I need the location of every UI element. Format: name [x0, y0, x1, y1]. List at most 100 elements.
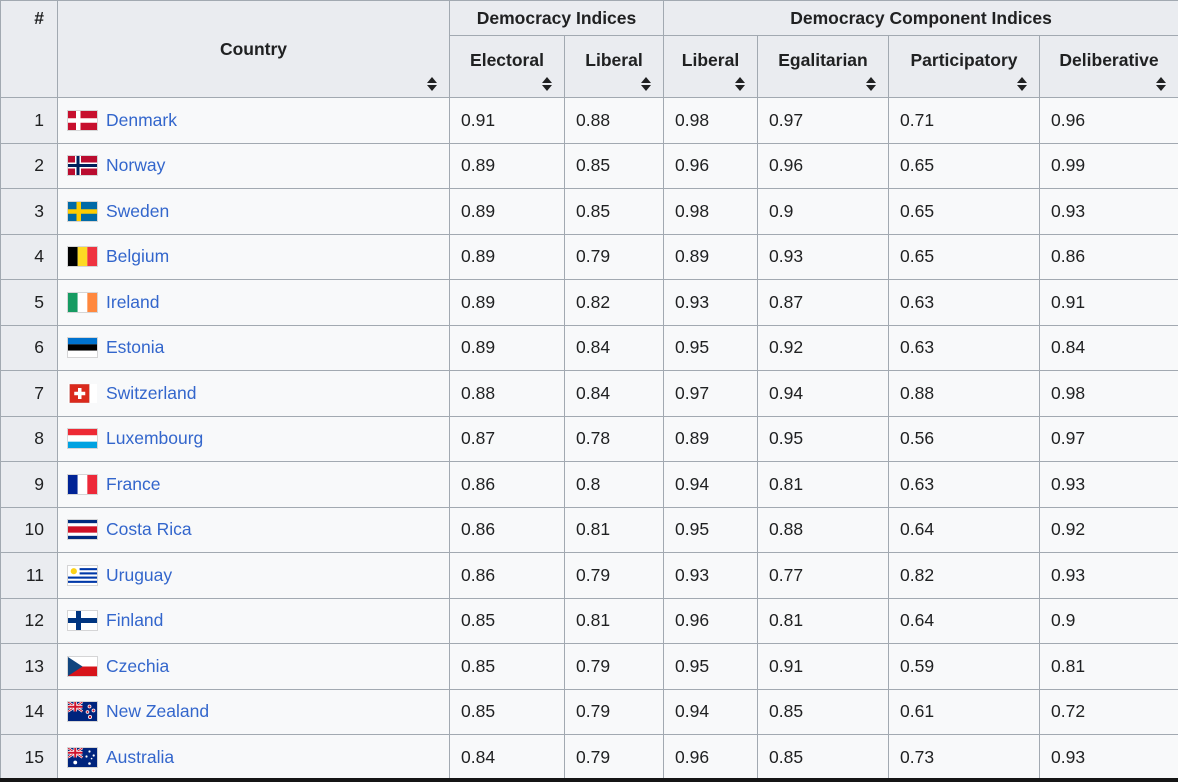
- table-row: 13 Czechia 0.85 0.79 0.95 0.91 0.59 0.81: [0, 643, 1178, 690]
- country-link[interactable]: Norway: [106, 155, 166, 176]
- country-cell: Czechia: [57, 643, 450, 690]
- value-cell-liberal: 0.82: [564, 279, 664, 326]
- value-cell-liberal: 0.84: [564, 324, 664, 371]
- column-header-liberal-component[interactable]: Liberal: [663, 35, 758, 98]
- flag-icon-luxembourg: [68, 429, 97, 449]
- rank-cell: 10: [0, 506, 58, 553]
- value-cell-liberal: 0.84: [564, 370, 664, 417]
- value-cell-electoral: 0.89: [449, 324, 565, 371]
- value-cell-electoral: 0.86: [449, 506, 565, 553]
- column-header-participatory[interactable]: Participatory: [888, 35, 1040, 98]
- country-cell: Norway: [57, 142, 450, 189]
- value-cell-participatory: 0.64: [888, 506, 1040, 553]
- value-cell-electoral: 0.86: [449, 461, 565, 508]
- value-cell-liberal: 0.8: [564, 461, 664, 508]
- value-cell-electoral: 0.89: [449, 233, 565, 280]
- flag-icon-estonia: [68, 338, 97, 358]
- table-row: 7 Switzerland 0.88 0.84 0.97 0.94 0.88 0.98: [0, 370, 1178, 417]
- rank-cell: 11: [0, 552, 58, 599]
- country-link[interactable]: France: [106, 473, 161, 494]
- country-cell: Uruguay: [57, 552, 450, 599]
- bottom-edge-bar: [0, 778, 1178, 782]
- value-cell-deliberative: 0.99: [1038, 142, 1178, 189]
- country-cell: Estonia: [57, 324, 450, 371]
- column-header-deliberative[interactable]: Deliberative: [1038, 35, 1178, 98]
- table-header: # Country Democracy Indices Democracy Co…: [0, 0, 1178, 98]
- value-cell-liberal: 0.85: [564, 142, 664, 189]
- country-link[interactable]: Denmark: [106, 109, 177, 130]
- table-row: 12 Finland 0.85 0.81 0.96 0.81 0.64 0.9: [0, 597, 1178, 644]
- column-header-liberal[interactable]: Liberal: [564, 35, 664, 98]
- country-link[interactable]: Belgium: [106, 246, 170, 267]
- value-cell-deliberative: 0.93: [1038, 734, 1178, 781]
- value-cell-egalitarian: 0.97: [757, 97, 889, 144]
- country-link[interactable]: Switzerland: [106, 382, 197, 403]
- flag-icon-switzerland: [68, 383, 97, 403]
- value-cell-liberal-component: 0.89: [663, 415, 758, 462]
- value-cell-egalitarian: 0.93: [757, 233, 889, 280]
- flag-icon-uruguay: [68, 565, 97, 585]
- country-link[interactable]: Costa Rica: [106, 519, 192, 540]
- value-cell-liberal-component: 0.95: [663, 506, 758, 553]
- flag-icon-finland: [68, 611, 97, 631]
- value-cell-electoral: 0.86: [449, 552, 565, 599]
- table-row: 4 Belgium 0.89 0.79 0.89 0.93 0.65 0.86: [0, 233, 1178, 280]
- value-cell-liberal: 0.79: [564, 688, 664, 735]
- table-row: 14 New Zealand 0.85 0.79 0.94 0.85 0.61 0.72: [0, 688, 1178, 735]
- value-cell-electoral: 0.89: [449, 279, 565, 326]
- value-cell-electoral: 0.88: [449, 370, 565, 417]
- table-row: 5 Ireland 0.89 0.82 0.93 0.87 0.63 0.91: [0, 279, 1178, 326]
- country-link[interactable]: Australia: [106, 746, 175, 767]
- table-row: 8 Luxembourg 0.87 0.78 0.89 0.95 0.56 0.97: [0, 415, 1178, 462]
- rank-cell: 14: [0, 688, 58, 735]
- value-cell-deliberative: 0.97: [1038, 415, 1178, 462]
- value-cell-egalitarian: 0.85: [757, 734, 889, 781]
- value-cell-participatory: 0.64: [888, 597, 1040, 644]
- country-link[interactable]: Luxembourg: [106, 428, 204, 449]
- country-link[interactable]: Uruguay: [106, 564, 173, 585]
- value-cell-liberal-component: 0.96: [663, 142, 758, 189]
- sort-icon: [866, 77, 876, 91]
- country-link[interactable]: Estonia: [106, 337, 165, 358]
- flag-icon-france: [68, 474, 97, 494]
- value-cell-participatory: 0.71: [888, 97, 1040, 144]
- value-cell-liberal-component: 0.95: [663, 643, 758, 690]
- value-cell-participatory: 0.59: [888, 643, 1040, 690]
- value-cell-liberal: 0.79: [564, 734, 664, 781]
- rank-cell: 15: [0, 734, 58, 781]
- country-cell: Costa Rica: [57, 506, 450, 553]
- country-cell: Finland: [57, 597, 450, 644]
- column-header-country[interactable]: Country: [57, 0, 450, 98]
- column-group-democracy-indices: Democracy Indices: [449, 0, 664, 36]
- column-group-democracy-component-indices: Democracy Component Indices: [662, 0, 1178, 36]
- country-cell: Denmark: [57, 97, 450, 144]
- column-header-electoral[interactable]: Electoral: [449, 35, 565, 98]
- value-cell-liberal-component: 0.98: [663, 97, 758, 144]
- country-cell: Australia: [57, 734, 450, 781]
- value-cell-egalitarian: 0.91: [757, 643, 889, 690]
- country-link[interactable]: New Zealand: [106, 701, 210, 722]
- value-cell-electoral: 0.85: [449, 643, 565, 690]
- value-cell-egalitarian: 0.94: [757, 370, 889, 417]
- rank-header-label: #: [34, 8, 44, 28]
- value-cell-electoral: 0.89: [449, 142, 565, 189]
- sub-header-label: Egalitarian: [778, 50, 868, 70]
- country-link[interactable]: Ireland: [106, 291, 160, 312]
- table-row: 1 Denmark 0.91 0.88 0.98 0.97 0.71 0.96: [0, 97, 1178, 144]
- value-cell-liberal-component: 0.95: [663, 324, 758, 371]
- table-row: 6 Estonia 0.89 0.84 0.95 0.92 0.63 0.84: [0, 324, 1178, 371]
- value-cell-egalitarian: 0.77: [757, 552, 889, 599]
- country-link[interactable]: Sweden: [106, 200, 170, 221]
- table-row: 11 Uruguay 0.86 0.79 0.93 0.77 0.82 0.93: [0, 552, 1178, 599]
- sub-header-label: Participatory: [910, 50, 1018, 70]
- value-cell-liberal-component: 0.98: [663, 188, 758, 235]
- value-cell-electoral: 0.84: [449, 734, 565, 781]
- country-link[interactable]: Czechia: [106, 655, 170, 676]
- value-cell-egalitarian: 0.87: [757, 279, 889, 326]
- column-header-egalitarian[interactable]: Egalitarian: [757, 35, 889, 98]
- rank-cell: 1: [0, 97, 58, 144]
- country-link[interactable]: Finland: [106, 610, 164, 631]
- value-cell-participatory: 0.63: [888, 324, 1040, 371]
- value-cell-deliberative: 0.81: [1038, 643, 1178, 690]
